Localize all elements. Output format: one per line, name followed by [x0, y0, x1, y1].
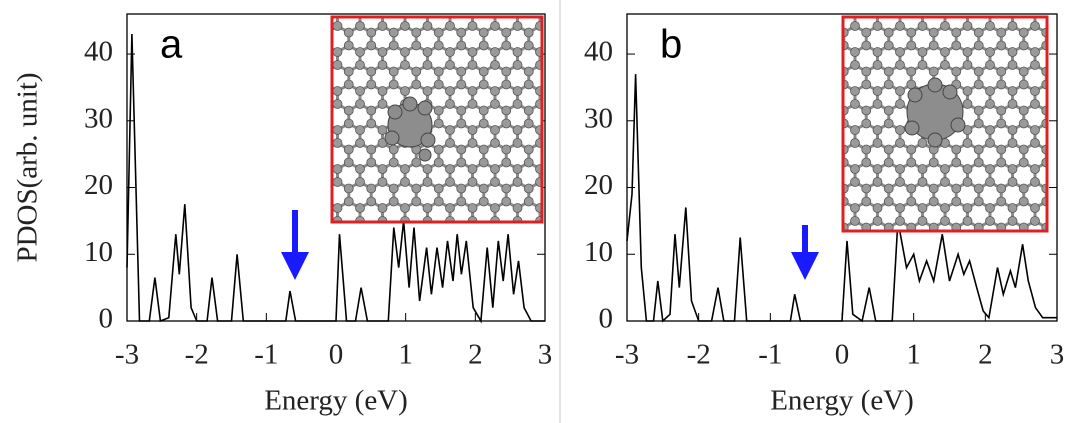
- arrow: [281, 210, 309, 280]
- x-tick-label: 1: [398, 339, 413, 371]
- x-tick-label: -2: [185, 339, 209, 371]
- x-tick-label: 0: [329, 339, 344, 371]
- arrow: [791, 225, 819, 280]
- y-tick-label: 20: [84, 169, 113, 201]
- y-tick-label: 30: [584, 102, 613, 134]
- x-tick-label: 3: [1050, 339, 1065, 371]
- inset-structure: [332, 17, 542, 222]
- x-tick-label: 1: [906, 339, 921, 371]
- x-tick-label: -1: [254, 339, 278, 371]
- y-tick-label: 40: [84, 36, 113, 68]
- x-tick-label: 2: [978, 339, 993, 371]
- x-tick-label: -1: [758, 339, 782, 371]
- x-tick-label: -3: [615, 339, 639, 371]
- panel-letter: a: [160, 23, 183, 67]
- inset-structure: [843, 17, 1047, 231]
- panel-letter: b: [660, 23, 682, 67]
- x-tick-label: 2: [468, 339, 483, 371]
- y-tick-label: 10: [584, 236, 613, 268]
- x-tick-label: -2: [687, 339, 711, 371]
- y-tick-label: 20: [584, 169, 613, 201]
- figure: 010203040-3-2-10123Energy (eV)PDOS(arb. …: [0, 0, 1069, 423]
- y-tick-label: 30: [84, 102, 113, 134]
- x-tick-label: -3: [115, 339, 139, 371]
- y-tick-label: 10: [84, 236, 113, 268]
- x-axis-label: Energy (eV): [770, 385, 914, 417]
- x-axis-label: Energy (eV): [264, 385, 408, 417]
- y-tick-label: 0: [599, 303, 614, 335]
- y-tick-label: 0: [99, 303, 114, 335]
- y-axis-label: PDOS(arb. unit): [12, 72, 44, 262]
- x-tick-label: 0: [835, 339, 850, 371]
- x-tick-label: 3: [538, 339, 553, 371]
- y-tick-label: 40: [584, 36, 613, 68]
